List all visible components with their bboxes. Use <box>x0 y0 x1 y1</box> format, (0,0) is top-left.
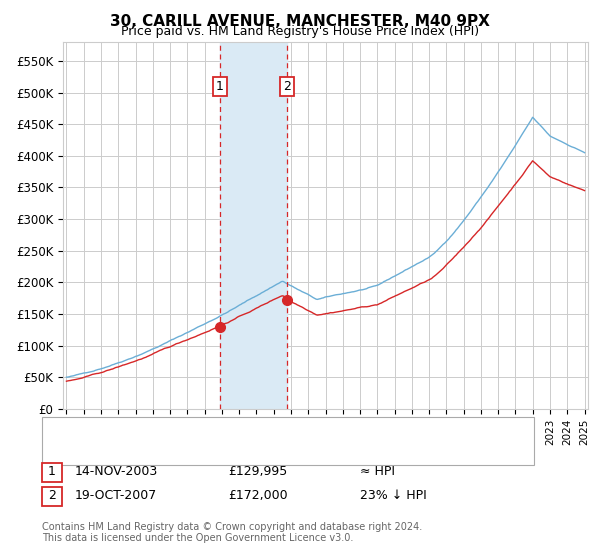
Text: ≈ HPI: ≈ HPI <box>360 465 395 478</box>
Text: Price paid vs. HM Land Registry's House Price Index (HPI): Price paid vs. HM Land Registry's House … <box>121 25 479 38</box>
Bar <box>220 42 287 409</box>
Text: 1: 1 <box>48 465 56 478</box>
Text: 2: 2 <box>48 489 56 502</box>
Text: £129,995: £129,995 <box>228 465 287 478</box>
Text: 2: 2 <box>283 80 291 93</box>
Text: This data is licensed under the Open Government Licence v3.0.: This data is licensed under the Open Gov… <box>42 533 353 543</box>
Text: 14-NOV-2003: 14-NOV-2003 <box>75 465 158 478</box>
Text: 30, CARILL AVENUE, MANCHESTER, M40 9PX: 30, CARILL AVENUE, MANCHESTER, M40 9PX <box>110 14 490 29</box>
Text: Contains HM Land Registry data © Crown copyright and database right 2024.: Contains HM Land Registry data © Crown c… <box>42 522 422 532</box>
Text: 19-OCT-2007: 19-OCT-2007 <box>75 489 157 502</box>
Text: £172,000: £172,000 <box>228 489 287 502</box>
Text: 1: 1 <box>215 80 224 93</box>
Text: 23% ↓ HPI: 23% ↓ HPI <box>360 489 427 502</box>
Text: HPI: Average price, detached house, Manchester: HPI: Average price, detached house, Manc… <box>81 443 368 456</box>
Text: 30, CARILL AVENUE, MANCHESTER,  M40 9PX (detached house): 30, CARILL AVENUE, MANCHESTER, M40 9PX (… <box>81 423 454 436</box>
